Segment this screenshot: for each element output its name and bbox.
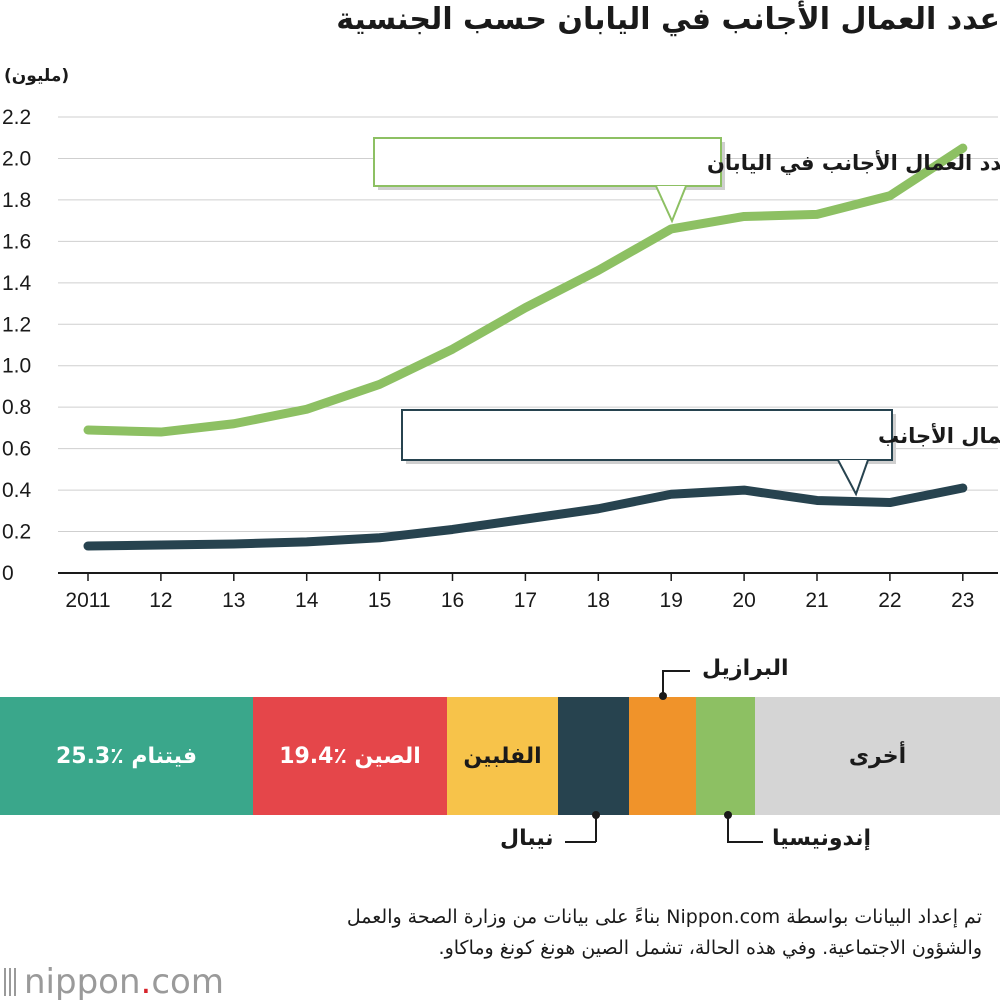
y-tick-label: 2.0 <box>2 147 31 170</box>
y-tick-label: 1.2 <box>2 313 31 336</box>
series-label: متدربو التدريب الفني من بين العمال الأجا… <box>878 422 1000 448</box>
x-tick-label: 22 <box>878 589 901 612</box>
callout-total: عدد العمال الأجانب في اليابان <box>373 137 1000 224</box>
y-tick-label: 0.4 <box>2 479 32 502</box>
segment-label: فيتنام ٪25.3 <box>55 743 198 769</box>
x-tick-label: 12 <box>149 589 172 612</box>
segment-label-indonesia: إندونيسيا <box>772 826 872 851</box>
leader-dot-brazil <box>659 692 667 700</box>
series-line-total <box>83 143 968 437</box>
y-tick-label: 2.2 <box>2 106 31 129</box>
leader-dot-indonesia <box>724 811 732 819</box>
leader-line-brazil-v <box>662 670 664 696</box>
y-tick-label: 0.6 <box>2 438 31 461</box>
logo-bars-icon <box>4 968 18 996</box>
nationality-stacked-bar: فيتنام ٪25.3 الصين ٪19.4 الفلبين أخرى <box>0 697 1000 815</box>
x-tick-label: 19 <box>660 589 683 612</box>
segment-label: الفلبين <box>463 743 542 769</box>
leader-dot-nepal <box>592 811 600 819</box>
x-tick-label: 17 <box>514 589 537 612</box>
chart-title: عدد العمال الأجانب في اليابان حسب الجنسي… <box>336 2 1000 37</box>
x-tick-label: 2011 <box>65 589 110 612</box>
leader-line-brazil-h <box>662 670 690 672</box>
callout-pointer <box>837 459 869 497</box>
y-tick-label: 1.8 <box>2 189 31 212</box>
leader-line-nepal-h <box>565 841 596 843</box>
y-tick-label: 0.8 <box>2 396 31 419</box>
y-axis-unit-label: (مليون) <box>4 66 70 86</box>
x-tick-label: 18 <box>587 589 610 612</box>
x-tick-label: 16 <box>441 589 464 612</box>
bar-segment: الفلبين <box>447 697 558 815</box>
x-tick-label: 13 <box>222 589 245 612</box>
segment-label-brazil: البرازيل <box>702 656 789 681</box>
bar-segment <box>558 697 629 815</box>
segment-label: الصين ٪19.4 <box>279 743 421 769</box>
callout-pointer <box>655 185 687 224</box>
y-tick-label: 1.4 <box>2 272 32 295</box>
series-line-trainees <box>83 483 968 551</box>
bar-segment: فيتنام ٪25.3 <box>0 697 253 815</box>
segment-label-nepal: نيبال <box>500 826 554 851</box>
bar-segment <box>629 697 696 815</box>
line-chart: 0 0.2 0.4 0.6 0.8 1.0 1.2 1.4 1.6 1.8 2.0 2.2 2011 12… <box>2 106 1000 612</box>
segment-label: أخرى <box>848 743 907 769</box>
bar-segment: الصين ٪19.4 <box>253 697 447 815</box>
y-tick-label: 0 <box>2 562 14 585</box>
x-tick-label: 21 <box>805 589 828 612</box>
callout-trainees: متدربو التدريب الفني من بين العمال الأجا… <box>401 409 1000 497</box>
leader-line-indonesia-v <box>727 815 729 842</box>
y-tick-label: 1.6 <box>2 230 31 253</box>
series-label: عدد العمال الأجانب في اليابان <box>707 149 1000 175</box>
x-tick-label: 15 <box>368 589 391 612</box>
bar-segment: أخرى <box>755 697 1000 815</box>
source-note: تم إعداد البيانات بواسطة Nippon.com بناء… <box>346 906 982 959</box>
y-tick-label: 1.0 <box>2 355 31 378</box>
callout-box <box>401 409 893 461</box>
x-tick-label: 23 <box>951 589 974 612</box>
bar-segment <box>696 697 755 815</box>
x-tick-label: 14 <box>295 589 319 612</box>
x-tick-label: 20 <box>732 589 755 612</box>
leader-line-indonesia-h <box>727 841 763 843</box>
y-tick-label: 0.2 <box>2 521 31 544</box>
callout-box <box>373 137 722 187</box>
leader-line-nepal-v <box>595 815 597 842</box>
nippon-logo: nippon.com <box>4 962 224 1002</box>
